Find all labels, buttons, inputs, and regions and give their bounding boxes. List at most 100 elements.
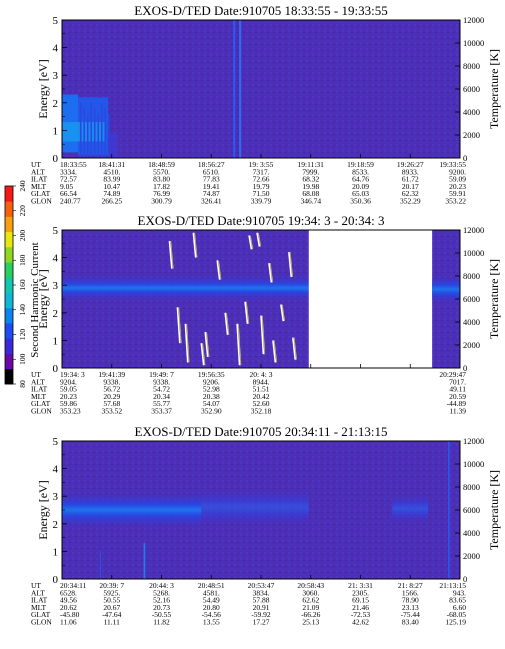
table-row-label: GLON [31,197,52,206]
table-row-label: GLAT [31,189,51,198]
table-cell: -50.55 [152,610,172,619]
table-row-label: ILAT [31,175,48,184]
table-cell: 7017. [449,377,466,386]
table-cell: 57.88 [253,596,270,605]
table-cell: 59.05 [60,385,77,394]
table-cell: 6510. [203,167,220,176]
table-row-label: ILAT [31,596,48,605]
y-right-tick-label: 10000 [463,459,484,469]
saturated-streak [262,315,266,355]
spectrogram [62,20,460,158]
table-cell: 9206. [203,377,220,386]
panel-title: EXOS-D/TED Date:910705 19:34: 3 - 20:34:… [138,213,385,228]
table-cell: 19:11:31 [298,160,325,169]
colorbar-tick-label: 120 [18,329,27,341]
colorbar-tick-label: 220 [18,205,27,217]
intense-band [87,113,89,158]
table-cell: 51.51 [253,385,270,394]
y-tick-label: 2 [53,98,59,110]
y-right-tick-label: 4000 [463,528,480,538]
table-cell: 56.72 [103,385,120,394]
table-cell: 68.32 [302,175,319,184]
saturated-streak [226,312,230,335]
colorbar-cell [5,353,13,370]
colorbar-cell [5,186,13,202]
table-cell: 72.66 [253,175,270,184]
table-cell: 62.32 [402,189,419,198]
saturated-streak [170,241,174,269]
y-tick-label: 4 [53,253,59,265]
colorbar-tick-label: 180 [18,254,27,266]
table-cell: 49.11 [449,385,466,394]
vertical-stripe [143,543,146,579]
colorbar-cell [5,338,13,354]
table-cell: 7317. [253,167,270,176]
table-cell: 13.55 [203,618,220,627]
table-row-label: ILAT [31,385,48,394]
table-cell: 9.05 [60,182,73,191]
saturated-streak [194,232,198,258]
table-cell: 83.99 [103,175,120,184]
saturated-streak [184,323,189,363]
saturated-streak [218,260,222,280]
table-cell: 2305. [352,588,369,597]
table-cell: 74.87 [203,189,220,198]
saturated-streak [224,312,229,335]
vertical-stripe [239,20,242,158]
table-cell: 5268. [153,588,170,597]
intense-band [90,102,92,158]
vertical-stripe [233,20,236,158]
y-tick-label: 5 [53,15,59,27]
table-cell: 346.74 [300,197,321,206]
saturated-streak [258,232,262,247]
colorbar-tick-label: 140 [18,304,27,316]
y-tick-label: 0 [53,363,59,375]
table-cell: 20.23 [449,182,466,191]
table-cell: 19.41 [203,182,220,191]
table-cell: 350.36 [350,197,371,206]
table-cell: 55.77 [153,399,170,408]
table-cell: 300.79 [151,197,172,206]
table-cell: 5570. [153,167,170,176]
table-cell: 72.57 [60,175,77,184]
y-tick-label: 3 [53,491,59,503]
table-cell: 20.62 [60,603,77,612]
saturated-streak [280,304,285,322]
table-cell: 74.89 [103,189,120,198]
table-cell: 326.41 [201,197,222,206]
table-cell: 21:13:15 [439,581,466,590]
table-cell: 78.90 [402,596,419,605]
energy-band [432,274,460,305]
y-right-tick-label: 6000 [463,505,480,515]
table-cell: 18:41:31 [98,160,125,169]
saturated-streak [268,263,273,283]
colorbar-cell [5,292,13,309]
table-cell: 83.65 [449,596,466,605]
table-cell: 19: 3:55 [249,160,274,169]
table-cell: 20:44: 3 [149,581,174,590]
y-right-tick-label: 12000 [463,15,484,25]
table-cell: 352.90 [201,407,222,416]
table-cell: 17.27 [253,618,270,627]
y-tick-label: 2 [53,519,59,531]
intense-band [104,108,106,158]
table-cell: 11.11 [104,618,121,627]
saturated-streak [256,232,261,247]
table-cell: 68.08 [302,189,319,198]
intense-band [101,102,103,158]
energy-band [62,274,309,302]
table-row-label: MLT [31,603,47,612]
intense-band [108,133,118,158]
table-cell: 20.17 [402,182,419,191]
table-cell: 18:56:27 [198,160,225,169]
table-cell: 21.09 [302,603,319,612]
y-tick-label: 1 [53,125,59,137]
table-cell: 20.91 [253,603,270,612]
y-tick-label: 5 [53,225,59,237]
table-row-label: ALT [31,588,45,597]
saturated-streak [202,343,206,366]
y-right-axis-label: Temperature [K] [487,470,501,550]
colorbar-cell [5,262,13,278]
table-cell: 19:33:55 [439,160,466,169]
colorbar-tick-label: 160 [18,279,27,291]
